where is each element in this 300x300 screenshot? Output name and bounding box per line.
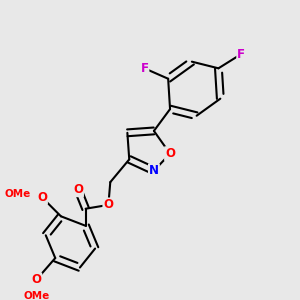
Text: F: F bbox=[237, 48, 245, 61]
Text: O: O bbox=[73, 183, 83, 196]
Text: OMe: OMe bbox=[23, 291, 50, 300]
Text: O: O bbox=[37, 191, 47, 204]
Text: O: O bbox=[31, 273, 41, 286]
Text: O: O bbox=[165, 147, 175, 160]
Text: OMe: OMe bbox=[4, 190, 31, 200]
Text: F: F bbox=[140, 62, 148, 75]
Text: N: N bbox=[149, 164, 159, 177]
Text: O: O bbox=[103, 198, 113, 212]
